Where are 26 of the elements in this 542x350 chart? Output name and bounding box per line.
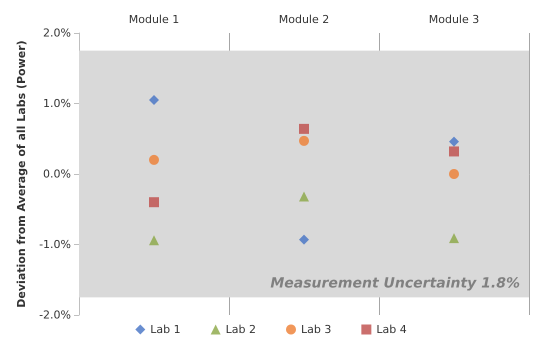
y-tick-label: -2.0% bbox=[39, 308, 71, 322]
y-axis-title: Deviation from Average of all Labs (Power) bbox=[15, 40, 28, 308]
point bbox=[299, 136, 309, 146]
point bbox=[149, 94, 159, 105]
point bbox=[299, 192, 309, 202]
point bbox=[449, 233, 459, 244]
point bbox=[299, 234, 309, 245]
legend-label: Lab 3 bbox=[301, 323, 332, 336]
point bbox=[149, 154, 159, 165]
point bbox=[449, 146, 459, 156]
point bbox=[449, 169, 459, 179]
legend-label: Lab 2 bbox=[226, 323, 256, 336]
legend-label: Lab 1 bbox=[150, 323, 181, 336]
y-tick-label: 1.0% bbox=[43, 97, 71, 110]
point bbox=[149, 197, 159, 208]
point bbox=[149, 235, 159, 246]
x-tick-label: Module 1 bbox=[128, 13, 180, 26]
x-tick-label: Module 3 bbox=[428, 13, 480, 26]
y-tick-label: 0.0% bbox=[43, 168, 71, 180]
point bbox=[299, 124, 309, 134]
y-tick-label: -1.0% bbox=[39, 238, 71, 251]
y-tick-label: 2.0% bbox=[43, 26, 71, 40]
legend-label: Lab 4 bbox=[376, 323, 407, 336]
point bbox=[449, 136, 459, 147]
band-label: Measurement Uncertainty 1.8% bbox=[270, 275, 520, 292]
x-tick-label: Module 2 bbox=[278, 13, 330, 26]
